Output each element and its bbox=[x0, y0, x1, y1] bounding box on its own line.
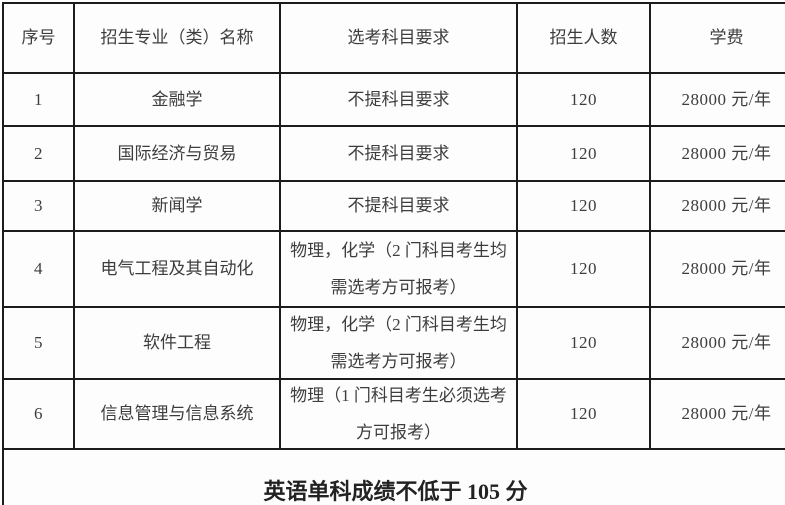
header-cell-no: 序号 bbox=[4, 4, 75, 74]
row-1-count: 120 bbox=[518, 74, 651, 127]
row-1-major: 金融学 bbox=[75, 74, 281, 127]
row-6-count: 120 bbox=[518, 380, 651, 450]
row-4-tuition: 28000 元/年 bbox=[651, 232, 785, 308]
row-2-count: 120 bbox=[518, 127, 651, 182]
header-cell-requirement: 选考科目要求 bbox=[281, 4, 518, 74]
row-1-no: 1 bbox=[4, 74, 75, 127]
header-cell-tuition: 学费 bbox=[651, 4, 785, 74]
row-6-no: 6 bbox=[4, 380, 75, 450]
row-2-tuition: 28000 元/年 bbox=[651, 127, 785, 182]
row-3-requirement: 不提科目要求 bbox=[281, 182, 518, 232]
header-cell-count: 招生人数 bbox=[518, 4, 651, 74]
row-6-tuition: 28000 元/年 bbox=[651, 380, 785, 450]
row-1-requirement: 不提科目要求 bbox=[281, 74, 518, 127]
row-6-requirement: 物理（1 门科目考生必须选考方可报考） bbox=[281, 380, 518, 450]
row-5-count: 120 bbox=[518, 308, 651, 380]
row-3-count: 120 bbox=[518, 182, 651, 232]
row-3-major: 新闻学 bbox=[75, 182, 281, 232]
row-5-tuition: 28000 元/年 bbox=[651, 308, 785, 380]
row-4-no: 4 bbox=[4, 232, 75, 308]
row-4-requirement: 物理，化学（2 门科目考生均需选考方可报考） bbox=[281, 232, 518, 308]
row-3-no: 3 bbox=[4, 182, 75, 232]
header-cell-major: 招生专业（类）名称 bbox=[75, 4, 281, 74]
row-2-requirement: 不提科目要求 bbox=[281, 127, 518, 182]
row-5-major: 软件工程 bbox=[75, 308, 281, 380]
footer-note-english-score: 英语单科成绩不低于 105 分 bbox=[4, 450, 785, 505]
row-6-major: 信息管理与信息系统 bbox=[75, 380, 281, 450]
row-3-tuition: 28000 元/年 bbox=[651, 182, 785, 232]
row-4-count: 120 bbox=[518, 232, 651, 308]
row-2-major: 国际经济与贸易 bbox=[75, 127, 281, 182]
row-5-requirement: 物理，化学（2 门科目考生均需选考方可报考） bbox=[281, 308, 518, 380]
row-1-tuition: 28000 元/年 bbox=[651, 74, 785, 127]
row-5-no: 5 bbox=[4, 308, 75, 380]
row-2-no: 2 bbox=[4, 127, 75, 182]
row-4-major: 电气工程及其自动化 bbox=[75, 232, 281, 308]
